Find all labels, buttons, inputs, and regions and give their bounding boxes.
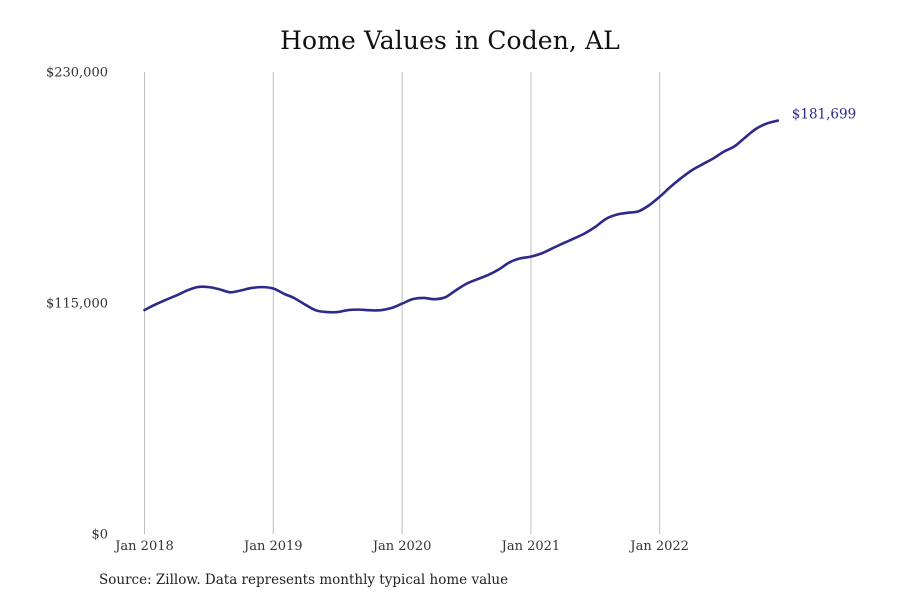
y-axis-tick-labels: $0 $115,000 $230,000 xyxy=(46,66,108,543)
end-value-label: $181,699 xyxy=(792,107,856,123)
y-tick-label: $230,000 xyxy=(46,66,108,81)
x-axis-tick-labels: Jan 2018 Jan 2019 Jan 2020 Jan 2021 Jan 2022 xyxy=(113,539,689,554)
x-tick-label: Jan 2022 xyxy=(628,539,689,554)
y-tick-label: $0 xyxy=(91,528,108,543)
x-tick-label: Jan 2018 xyxy=(113,539,174,554)
y-tick-label: $115,000 xyxy=(46,297,108,312)
x-tick-label: Jan 2019 xyxy=(242,539,303,554)
end-label-layer: $181,699 xyxy=(792,107,856,123)
chart-title: Home Values in Coden, AL xyxy=(280,26,620,55)
series-line xyxy=(143,119,780,314)
series-layer xyxy=(143,119,780,314)
x-tick-label: Jan 2021 xyxy=(500,539,561,554)
x-tick-label: Jan 2020 xyxy=(371,539,432,554)
source-note: Source: Zillow. Data represents monthly … xyxy=(99,572,509,588)
